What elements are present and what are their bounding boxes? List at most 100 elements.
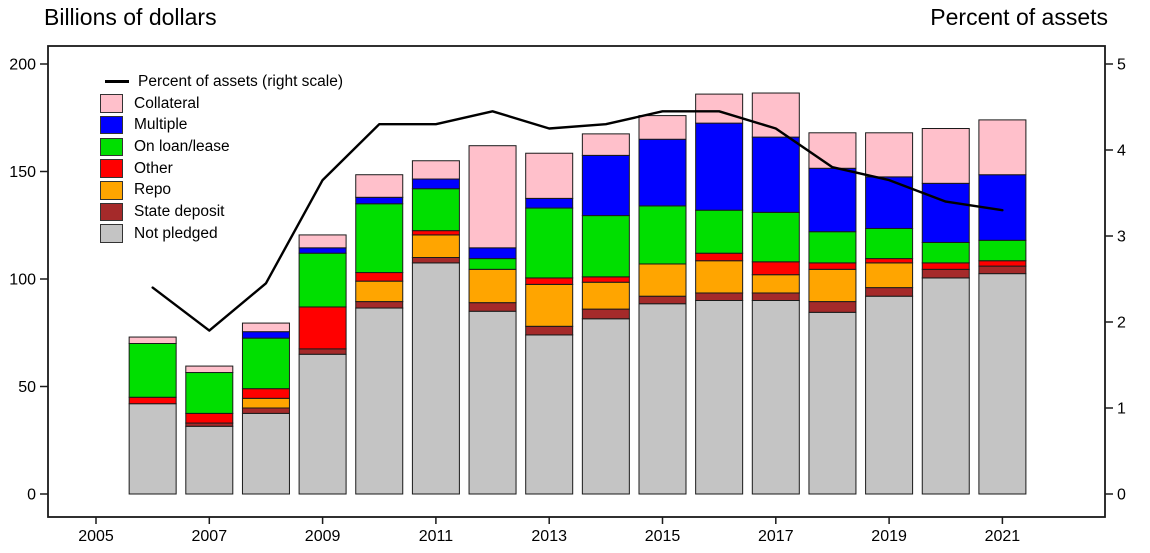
legend: Percent of assets (right scale) Collatera… [100,71,343,245]
bar-segment [468,247,517,260]
right-axis-tick-label: 0 [1117,487,1126,504]
legend-item: Multiple [100,114,343,136]
bar-segment [241,397,290,409]
bar-segment [581,281,630,310]
bar-segment [808,231,857,264]
bar-segment [695,209,744,254]
bar-segment [128,343,177,398]
bar-segment [751,274,800,294]
color-swatch-icon [100,94,123,113]
bar-segment [525,334,574,495]
bar-segment [581,308,630,320]
right-axis-tick-label: 5 [1117,57,1126,74]
left-axis-tick-label: 100 [9,272,36,289]
bar-segment [468,268,517,304]
legend-item: Repo [100,179,343,201]
right-axis-tick-label: 3 [1117,229,1126,246]
bar-segment [638,295,687,305]
bar-segment [525,207,574,279]
color-swatch-icon [100,137,123,157]
left-axis-title: Billions of dollars [44,4,217,30]
bar-segment [865,227,914,260]
x-axis-tick-label: 2021 [985,528,1021,545]
bar-segment [695,292,744,302]
legend-label: Repo [134,181,172,199]
legend-label: Multiple [134,116,188,134]
bar-segment [355,307,404,495]
bar-segment [185,365,234,374]
legend-item: On loan/lease [100,136,343,158]
bar-segment [808,262,857,270]
bar-segment [468,145,517,249]
color-swatch-icon [100,202,123,222]
percent-of-assets-line [151,110,1004,332]
color-swatch-icon [100,224,123,243]
left-axis-tick-label: 0 [27,487,36,504]
bar-segment [411,234,460,259]
bar-segment [751,292,800,302]
bar-segment [808,268,857,303]
bar-segment [921,241,970,264]
bar-segment [978,273,1027,495]
bar-segment [865,258,914,264]
bar-segment [355,174,404,198]
bar-segment [921,268,970,279]
bar-segment [241,388,290,399]
bar-segment [411,257,460,264]
bar-segment [241,407,290,414]
bar-segment [241,337,290,390]
legend-item: Not pledged [100,223,343,245]
legend-label: Collateral [134,94,200,112]
bar-segment [921,262,970,270]
bar-segment [695,252,744,262]
x-axis-tick-label: 2019 [871,528,907,545]
bar-segment [468,310,517,495]
bar-segment [638,115,687,140]
bar-segment [921,182,970,243]
bar-segment [865,262,914,289]
bar-segment [978,265,1027,275]
bar-segment [411,262,460,495]
bar-segment [638,263,687,297]
bar-segment [525,152,574,199]
bar-segment [865,295,914,495]
legend-label: On loan/lease [134,137,230,155]
bar-segment [638,205,687,265]
right-axis-title: Percent of assets [930,4,1108,30]
bar-segment [808,167,857,233]
x-axis-tick-label: 2015 [645,528,681,545]
bar-segment [355,203,404,274]
bar-segment [751,92,800,138]
right-axis-tick-label: 4 [1117,143,1126,160]
bar-segment [298,247,347,254]
bar-segment [581,318,630,495]
bar-segment [411,188,460,232]
x-axis-tick-label: 2009 [305,528,341,545]
bar-segment [128,403,177,495]
legend-item: State deposit [100,201,343,223]
bar-segment [581,133,630,156]
bar-segment [808,311,857,495]
bar-segment [751,300,800,495]
bar-segment [581,276,630,283]
bar-segment [695,122,744,211]
legend-item: Other [100,158,343,180]
bar-segment [525,325,574,336]
right-axis-tick-label: 1 [1117,401,1126,418]
bar-segment [865,176,914,229]
x-axis-tick-label: 2017 [758,528,794,545]
plot-frame [47,45,1106,518]
bar-segment [355,301,404,309]
bar-segment [128,396,177,405]
bar-segment [411,160,460,180]
bar-segment [808,301,857,313]
x-axis-tick-label: 2005 [78,528,114,545]
color-swatch-icon [100,115,123,135]
bar-segment [298,234,347,249]
left-axis-tick-label: 150 [9,164,36,181]
legend-label: Not pledged [134,224,218,242]
color-swatch-icon [100,181,123,200]
bar-segment [751,136,800,213]
bar-segment [751,211,800,263]
legend-label: Other [134,159,173,177]
